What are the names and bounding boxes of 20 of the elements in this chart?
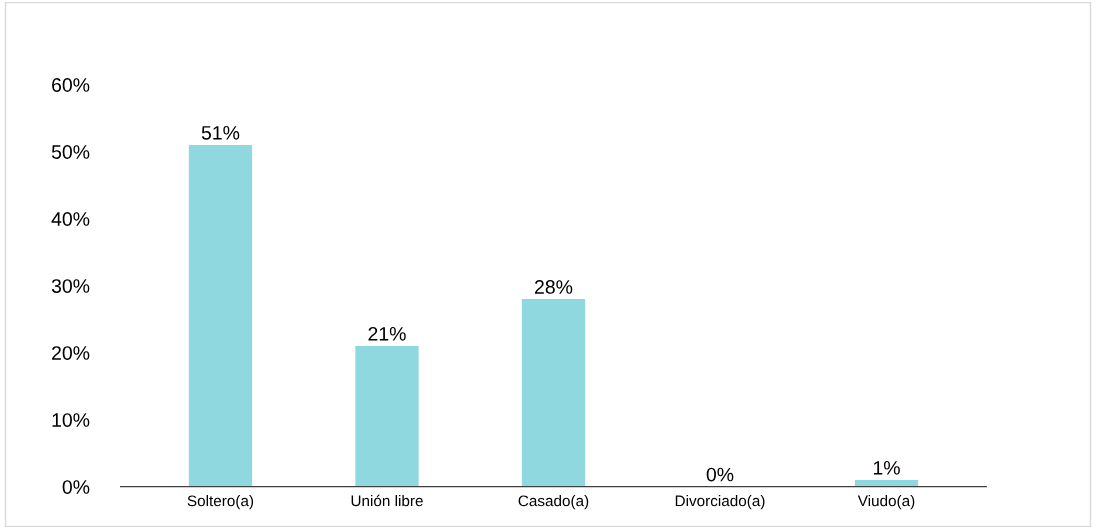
bar — [355, 345, 419, 487]
y-tick-label: 60% — [52, 78, 90, 92]
x-tick-label: Soltero(a) — [187, 495, 254, 510]
y-tick-label: 0% — [62, 480, 90, 494]
x-tick-label: Casado(a) — [518, 495, 589, 510]
y-tick-label: 40% — [51, 212, 90, 226]
data-label: 51% — [201, 126, 240, 140]
y-tick-label: 50% — [51, 145, 90, 159]
y-tick-label: 10% — [52, 413, 90, 427]
x-tick-label: Divorciado(a) — [675, 495, 765, 510]
data-label: 21% — [368, 326, 406, 341]
bar — [521, 299, 586, 487]
y-tick-label: 30% — [51, 279, 90, 293]
data-label: 28% — [535, 280, 573, 294]
data-label: 1% — [873, 461, 900, 475]
x-tick-label: Viudo(a) — [857, 495, 915, 510]
data-label: 0% — [706, 467, 734, 482]
y-tick-label: 20% — [52, 346, 90, 360]
bar — [188, 144, 253, 487]
x-tick-label: Unión libre — [351, 494, 423, 507]
